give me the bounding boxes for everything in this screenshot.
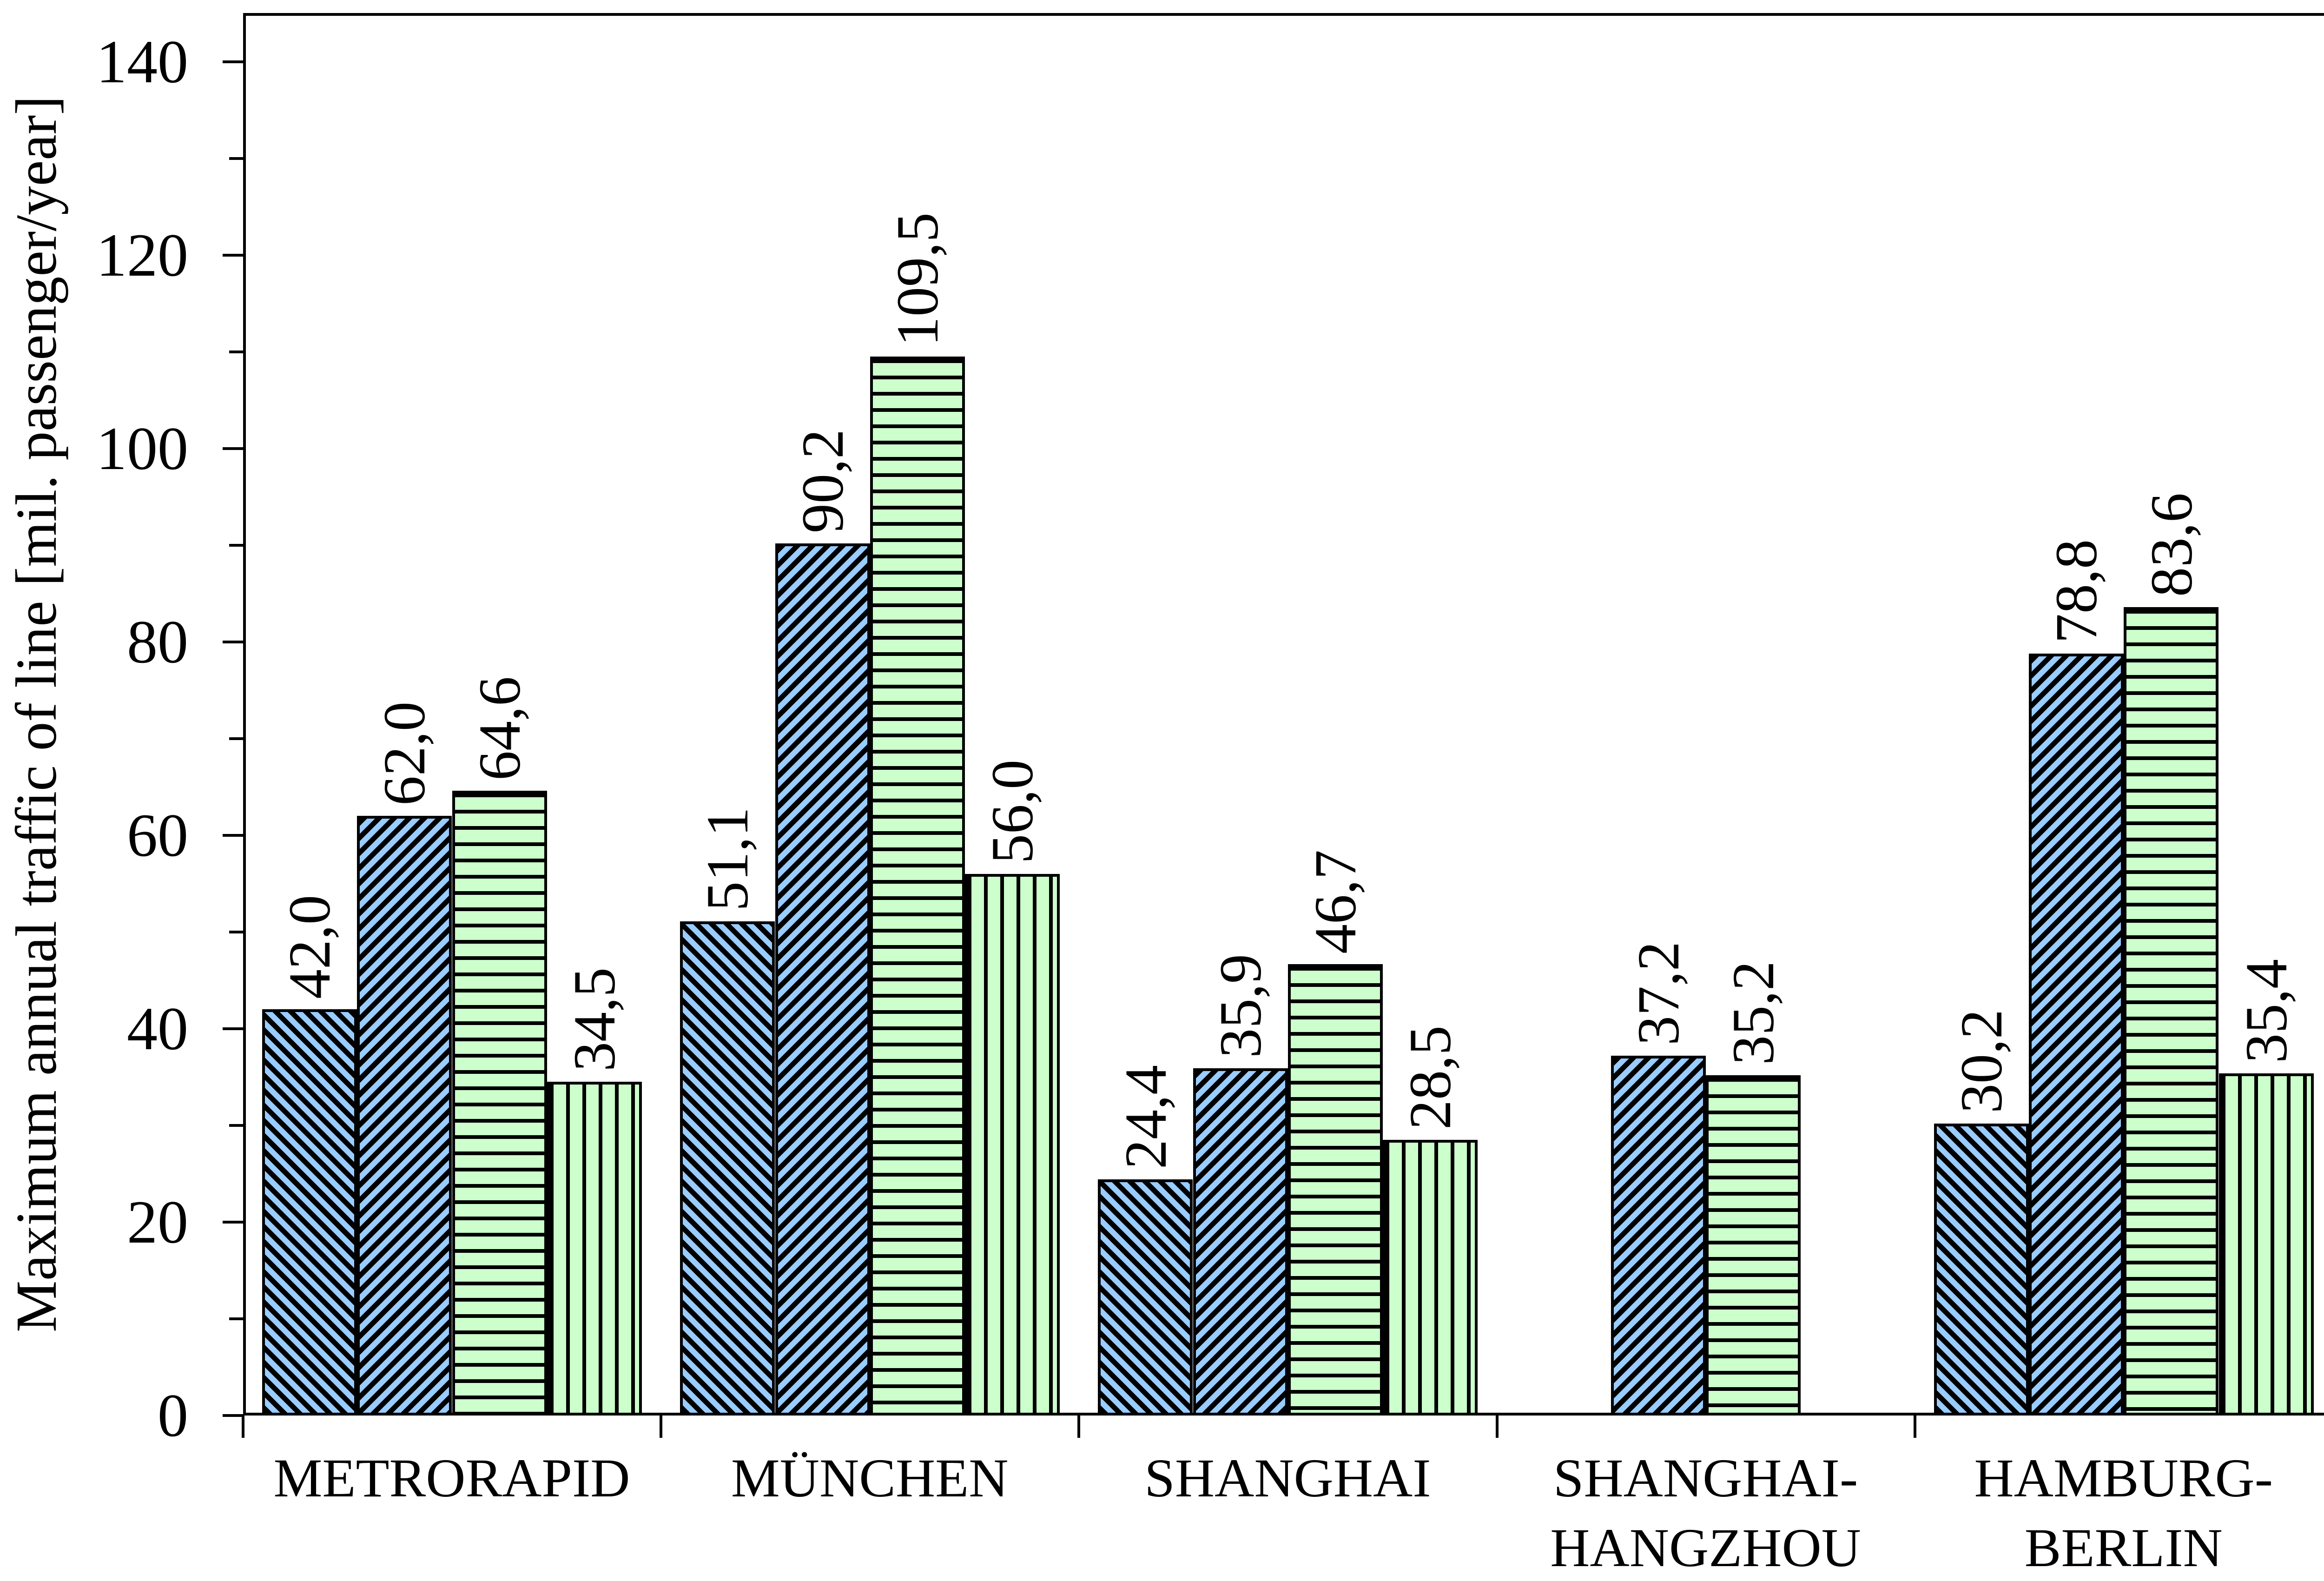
x-axis-tick <box>1077 1416 1081 1438</box>
x-axis-category-label: HAMBURG- BERLIN <box>1974 1448 2273 1578</box>
bar-value-label: 56,0 <box>979 760 1046 864</box>
y-axis-minor-tick <box>229 737 243 740</box>
y-axis-major-tick <box>223 447 243 450</box>
y-axis-tick-label: 60 <box>127 801 188 869</box>
bar <box>2218 1073 2314 1416</box>
bar-value-label: 90,2 <box>789 429 856 533</box>
bar <box>680 921 775 1416</box>
bar <box>547 1082 642 1416</box>
y-axis-major-tick <box>223 1027 243 1030</box>
x-axis-tick <box>1913 1416 1916 1438</box>
bar <box>357 816 452 1416</box>
y-axis-minor-tick <box>229 351 243 353</box>
y-axis-major-tick <box>223 254 243 257</box>
bar-value-label: 42,0 <box>277 895 343 999</box>
bar <box>2029 653 2124 1416</box>
bar <box>1383 1140 1478 1416</box>
y-axis-tick-label: 0 <box>158 1381 188 1449</box>
y-axis-tick-label: 80 <box>127 608 188 676</box>
bar-value-label: 51,1 <box>694 807 761 912</box>
bar <box>452 791 547 1416</box>
x-axis-category-label: METRORAPID <box>273 1448 630 1508</box>
bar <box>1934 1123 2029 1416</box>
bar-value-label: 34,5 <box>561 967 628 1072</box>
bar-value-label: 78,8 <box>2043 539 2110 643</box>
bar <box>1288 964 1383 1416</box>
bar <box>775 543 870 1416</box>
y-axis-tick-label: 40 <box>127 994 188 1063</box>
y-axis-tick-label: 120 <box>96 221 188 289</box>
bar-value-label: 109,5 <box>884 212 951 347</box>
bar-value-label: 24,4 <box>1112 1065 1179 1170</box>
bar <box>262 1009 357 1416</box>
y-axis-minor-tick <box>229 931 243 933</box>
bar-value-label: 35,9 <box>1207 954 1274 1058</box>
bar-value-label: 35,4 <box>2233 959 2299 1063</box>
bar <box>1098 1179 1193 1416</box>
y-axis-major-tick <box>223 60 243 63</box>
bar <box>2124 607 2219 1416</box>
y-axis-tick-label: 100 <box>96 414 188 483</box>
y-axis-major-tick <box>223 1221 243 1224</box>
x-axis-tick <box>1495 1416 1499 1438</box>
bar-value-label: 83,6 <box>2138 493 2205 597</box>
y-axis-minor-tick <box>229 544 243 547</box>
bar <box>1611 1056 1706 1416</box>
bar-value-label: 37,2 <box>1625 941 1692 1046</box>
bar <box>870 357 965 1416</box>
bar-value-label: 46,7 <box>1302 849 1369 954</box>
y-axis-major-tick <box>223 834 243 837</box>
bar-value-label: 30,2 <box>1948 1009 2014 1113</box>
x-axis-category-label: SHANGHAI <box>1144 1448 1431 1508</box>
y-axis-minor-tick <box>229 1124 243 1127</box>
y-axis-major-tick <box>223 1414 243 1417</box>
x-axis-tick <box>242 1416 244 1438</box>
x-axis-tick <box>660 1416 663 1438</box>
x-axis-category-label: SHANGHAI- HANGZHOU <box>1550 1448 1861 1578</box>
y-axis-tick-label: 20 <box>127 1188 188 1256</box>
y-axis-minor-tick <box>229 1317 243 1320</box>
bar-value-label: 64,6 <box>466 676 533 781</box>
bar-value-label: 28,5 <box>1397 1025 1464 1130</box>
bar <box>1706 1075 1801 1416</box>
x-axis-category-label: MÜNCHEN <box>731 1448 1009 1508</box>
bar-value-label: 62,0 <box>371 701 438 806</box>
y-axis-minor-tick <box>229 157 243 160</box>
y-axis-major-tick <box>223 641 243 643</box>
bar <box>1193 1068 1288 1416</box>
bar <box>965 874 1060 1416</box>
bar-value-label: 35,2 <box>1720 960 1787 1065</box>
y-axis-tick-label: 140 <box>96 27 188 96</box>
